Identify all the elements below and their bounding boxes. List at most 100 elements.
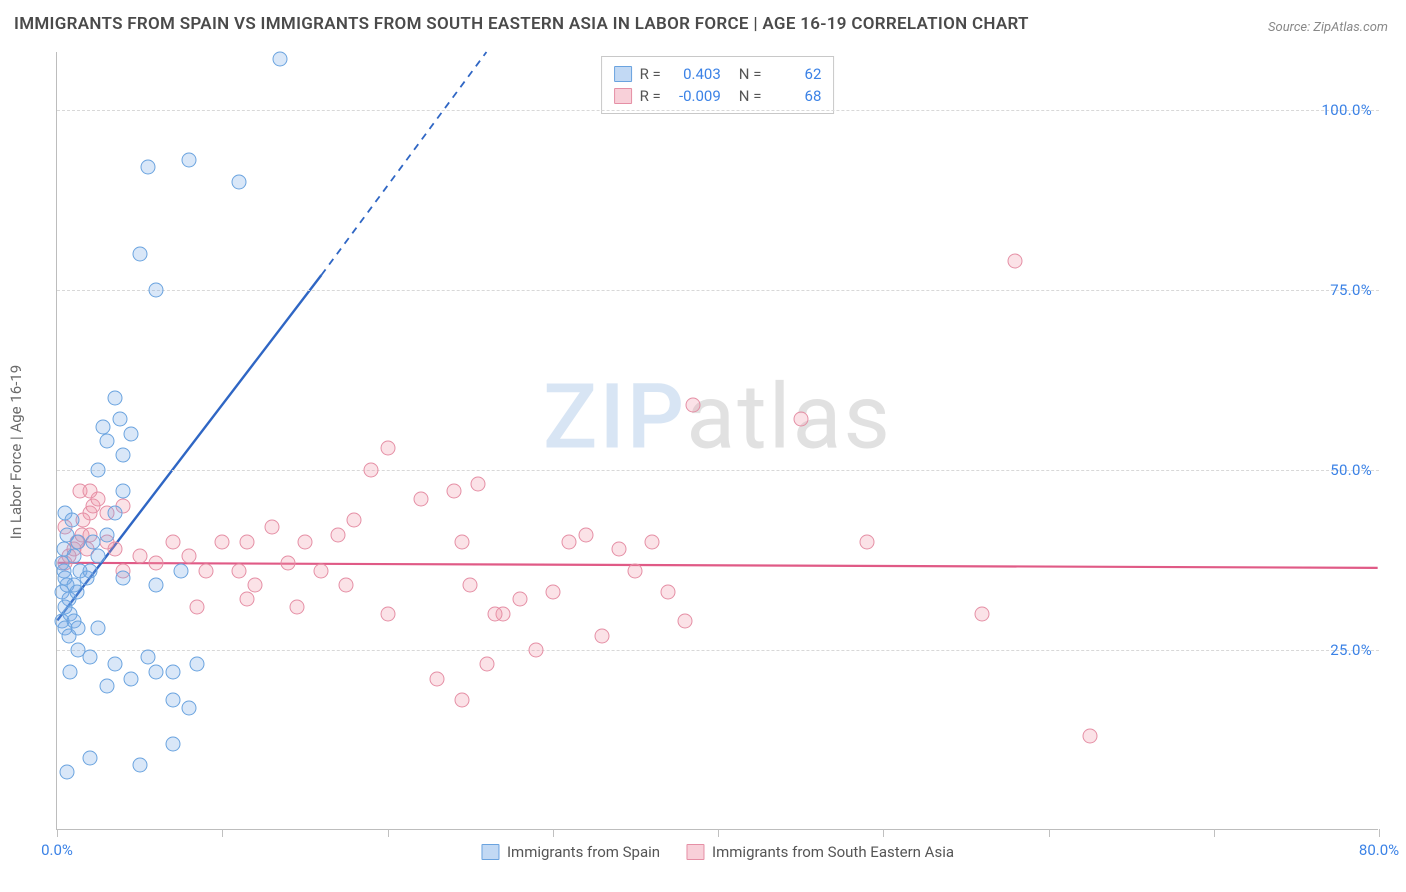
x-tick [1049, 829, 1050, 837]
scatter-point-pink [182, 549, 197, 564]
scatter-point-blue [124, 671, 139, 686]
scatter-point-pink [512, 592, 527, 607]
scatter-point-pink [487, 606, 502, 621]
scatter-point-blue [116, 570, 131, 585]
scatter-point-pink [380, 441, 395, 456]
scatter-point-pink [628, 563, 643, 578]
scatter-point-blue [71, 621, 86, 636]
scatter-point-blue [140, 650, 155, 665]
scatter-point-blue [149, 282, 164, 297]
y-tick-label: 25.0% [1330, 641, 1372, 659]
scatter-point-pink [107, 542, 122, 557]
source-attribution: Source: ZipAtlas.com [1268, 20, 1388, 35]
scatter-point-pink [595, 628, 610, 643]
x-tick-label: 0.0% [41, 841, 73, 859]
chart-title: IMMIGRANTS FROM SPAIN VS IMMIGRANTS FROM… [14, 14, 1029, 34]
gridline [57, 470, 1379, 471]
scatter-point-blue [182, 153, 197, 168]
scatter-point-blue [182, 700, 197, 715]
x-tick-label: 80.0% [1359, 841, 1399, 859]
chart-container: In Labor Force | Age 16-19 ZIPatlas R =0… [38, 52, 1378, 852]
scatter-point-blue [71, 534, 86, 549]
y-tick-label: 100.0% [1322, 101, 1372, 119]
scatter-point-blue [132, 246, 147, 261]
scatter-point-pink [975, 606, 990, 621]
scatter-point-blue [273, 52, 288, 67]
legend-r-label: R = [640, 87, 661, 105]
scatter-point-pink [240, 534, 255, 549]
correlation-legend: R =0.403N =62R =-0.009N =68 [601, 56, 835, 114]
scatter-point-pink [463, 578, 478, 593]
scatter-point-pink [686, 397, 701, 412]
scatter-point-pink [793, 412, 808, 427]
x-tick [883, 829, 884, 837]
scatter-point-blue [83, 563, 98, 578]
scatter-point-blue [66, 549, 81, 564]
trend-line [57, 563, 1377, 568]
x-tick [222, 829, 223, 837]
scatter-point-pink [380, 606, 395, 621]
scatter-point-blue [99, 434, 114, 449]
scatter-point-blue [116, 484, 131, 499]
scatter-point-pink [149, 556, 164, 571]
scatter-point-pink [1008, 253, 1023, 268]
series-legend-item: Immigrants from South Eastern Asia [686, 843, 954, 861]
trend-line [321, 52, 486, 275]
scatter-point-pink [454, 534, 469, 549]
scatter-point-pink [430, 671, 445, 686]
scatter-point-pink [562, 534, 577, 549]
scatter-point-pink [248, 578, 263, 593]
scatter-point-pink [454, 693, 469, 708]
legend-swatch [686, 844, 704, 860]
trend-lines [57, 52, 1378, 829]
scatter-point-pink [289, 599, 304, 614]
scatter-point-blue [83, 750, 98, 765]
legend-n-value: 62 [769, 65, 821, 83]
x-tick [718, 829, 719, 837]
series-legend: Immigrants from Spain Immigrants from Sou… [481, 843, 954, 861]
legend-n-label: N = [739, 65, 762, 83]
scatter-point-blue [149, 664, 164, 679]
scatter-point-pink [240, 592, 255, 607]
legend-row: R =-0.009N =68 [614, 85, 822, 107]
scatter-point-blue [59, 765, 74, 780]
legend-r-value: 0.403 [669, 65, 721, 83]
series-legend-label: Immigrants from Spain [507, 843, 660, 861]
legend-r-label: R = [640, 65, 661, 83]
scatter-point-pink [446, 484, 461, 499]
scatter-point-pink [314, 563, 329, 578]
scatter-point-blue [116, 448, 131, 463]
y-tick-label: 50.0% [1330, 461, 1372, 479]
scatter-point-blue [91, 621, 106, 636]
scatter-point-blue [190, 657, 205, 672]
y-axis-label: In Labor Force | Age 16-19 [7, 365, 25, 539]
x-tick [57, 829, 58, 837]
scatter-point-blue [63, 664, 78, 679]
scatter-point-pink [661, 585, 676, 600]
scatter-point-pink [479, 657, 494, 672]
scatter-point-blue [99, 527, 114, 542]
scatter-point-blue [165, 664, 180, 679]
scatter-point-pink [644, 534, 659, 549]
scatter-point-pink [347, 513, 362, 528]
scatter-point-pink [471, 477, 486, 492]
scatter-point-pink [859, 534, 874, 549]
legend-n-label: N = [739, 87, 762, 105]
scatter-point-pink [413, 491, 428, 506]
scatter-point-pink [281, 556, 296, 571]
series-legend-item: Immigrants from Spain [481, 843, 660, 861]
scatter-point-pink [165, 534, 180, 549]
legend-r-value: -0.009 [669, 87, 721, 105]
scatter-point-pink [198, 563, 213, 578]
scatter-point-blue [91, 462, 106, 477]
scatter-point-blue [83, 650, 98, 665]
scatter-point-blue [107, 506, 122, 521]
scatter-point-blue [132, 758, 147, 773]
scatter-point-pink [339, 578, 354, 593]
x-tick [388, 829, 389, 837]
gridline [57, 110, 1379, 111]
scatter-point-pink [677, 614, 692, 629]
scatter-point-blue [140, 160, 155, 175]
scatter-point-pink [83, 484, 98, 499]
scatter-point-blue [165, 736, 180, 751]
